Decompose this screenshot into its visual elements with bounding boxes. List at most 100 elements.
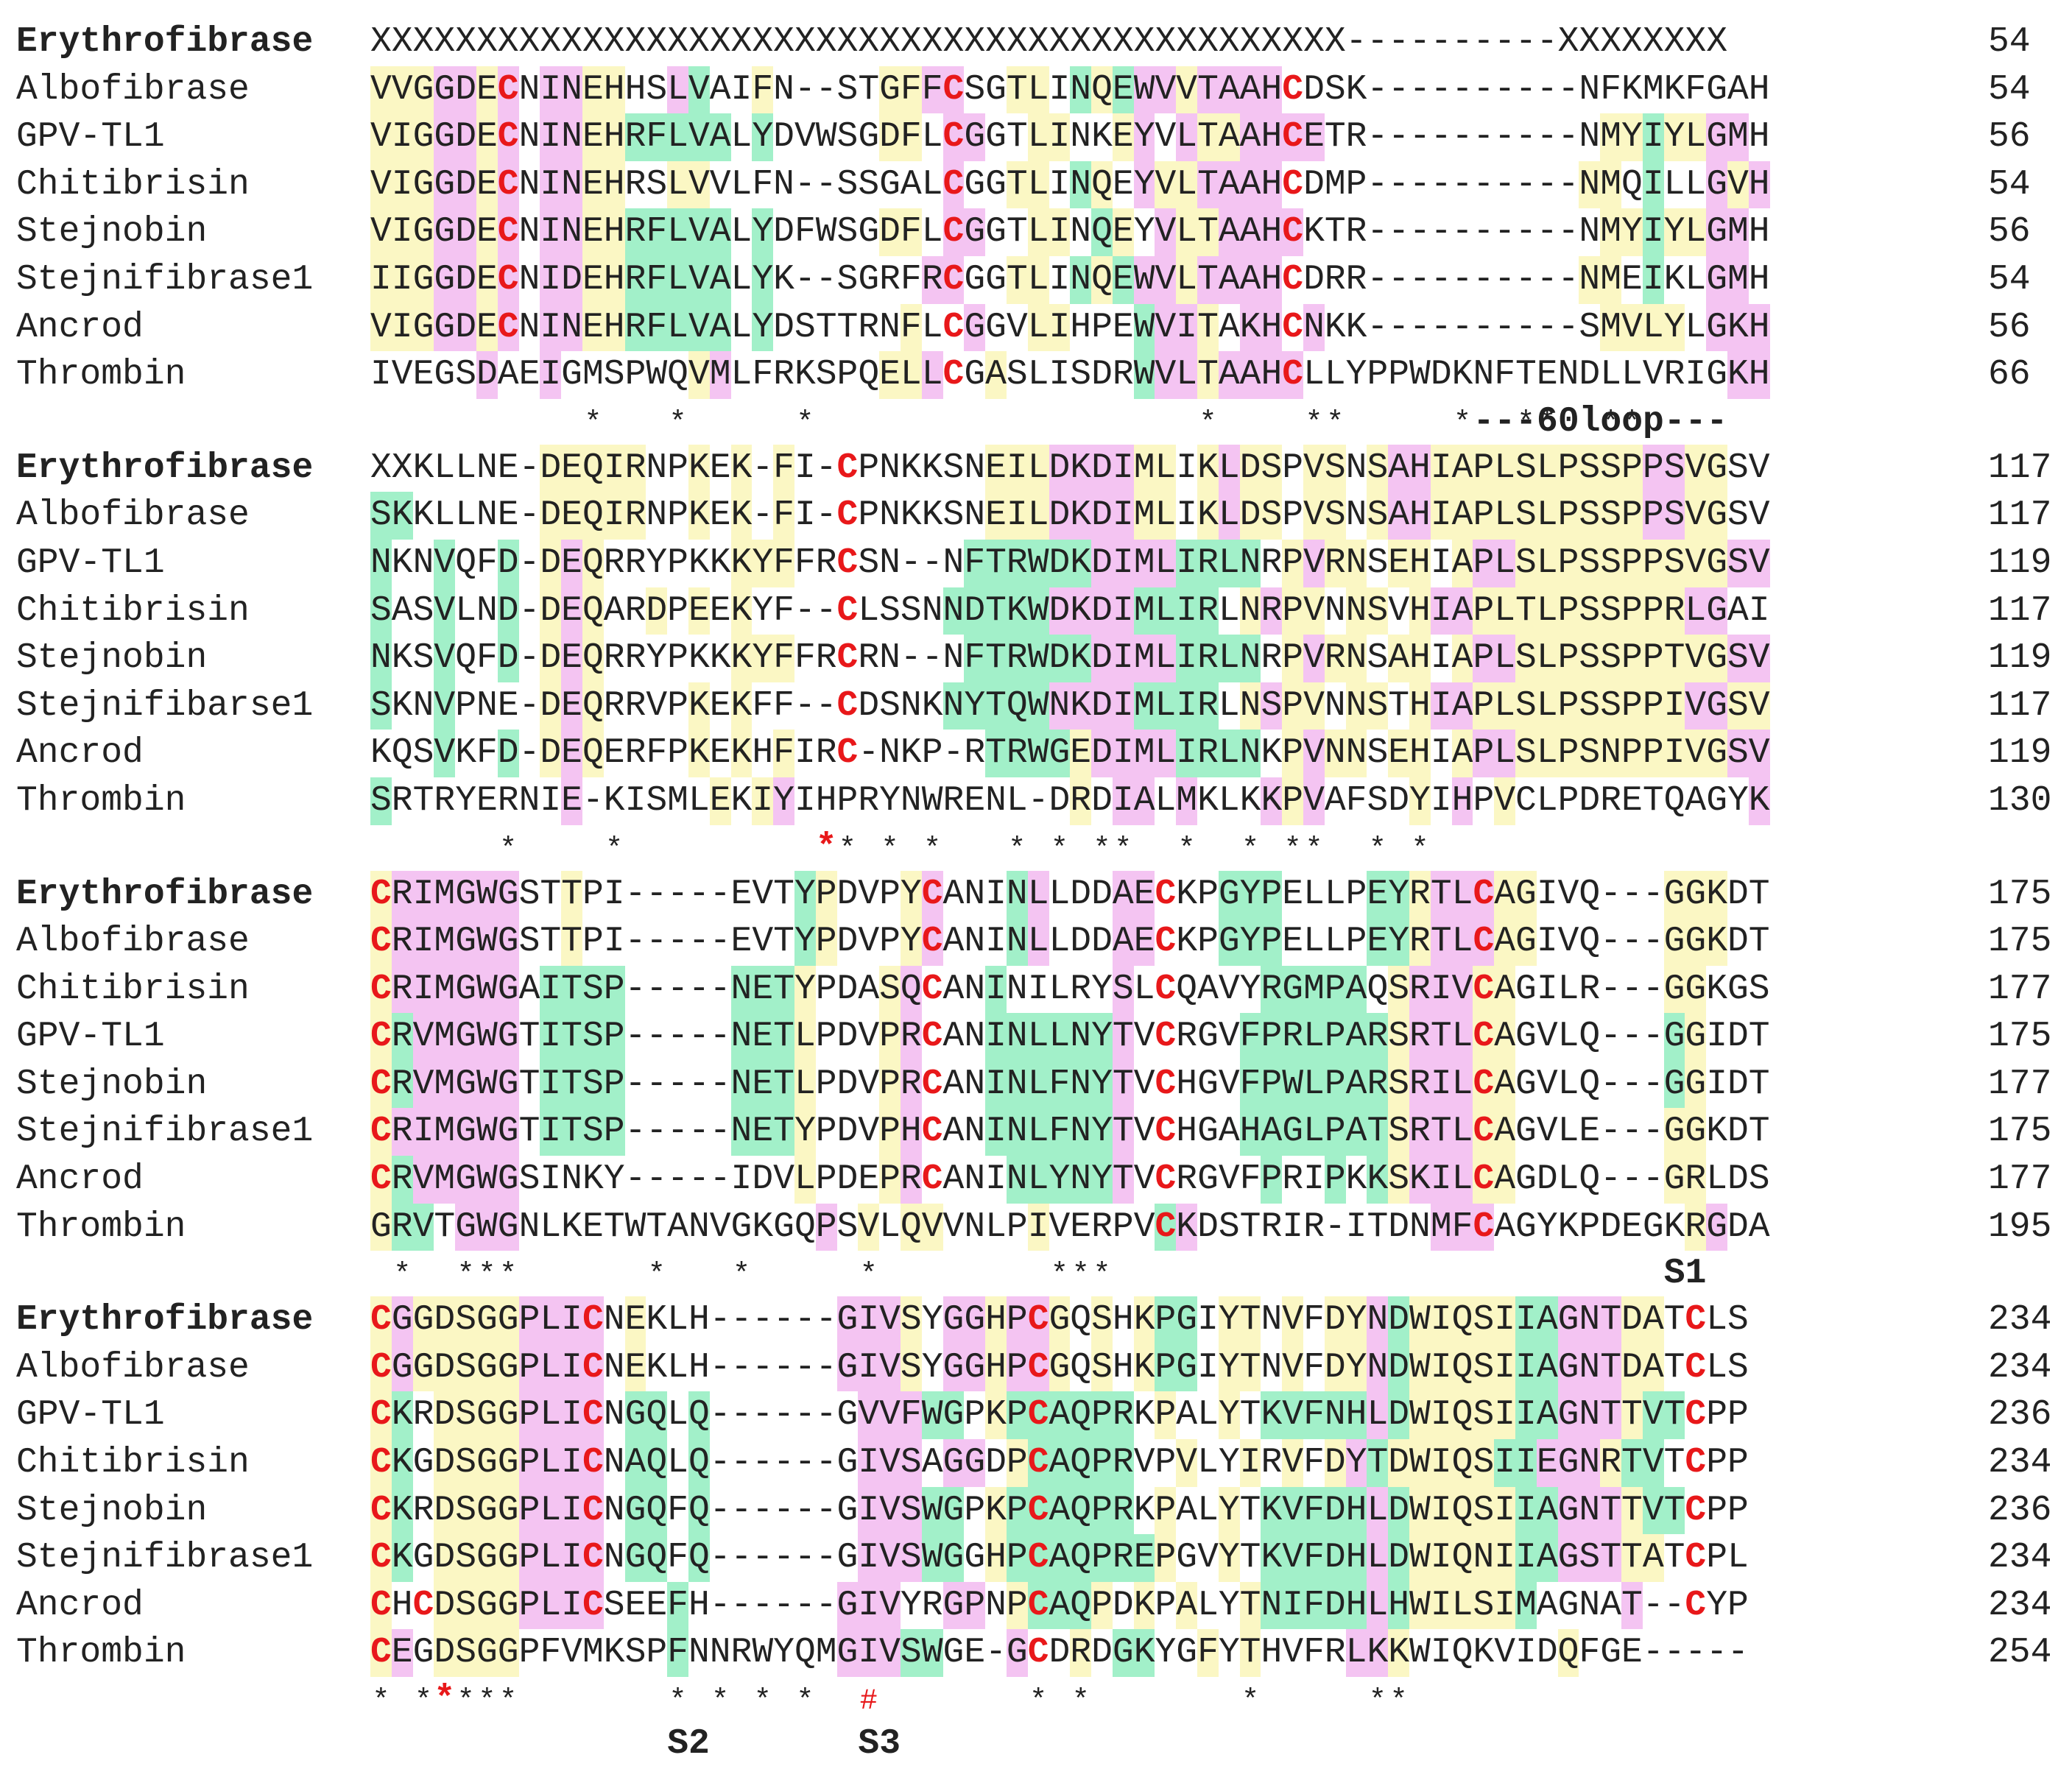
residue-count: 117 bbox=[1988, 685, 2052, 726]
residue: R bbox=[1070, 969, 1092, 1009]
residue: S bbox=[518, 922, 540, 962]
residue: R bbox=[1367, 1013, 1388, 1061]
residue: N bbox=[1557, 355, 1579, 395]
residue: T bbox=[1112, 1060, 1134, 1109]
residue: G bbox=[730, 1207, 753, 1247]
residue: G bbox=[497, 1439, 519, 1487]
residue: R bbox=[1070, 777, 1091, 825]
residue: - bbox=[624, 874, 646, 914]
residue: I bbox=[1430, 587, 1452, 635]
residue: A bbox=[1261, 1108, 1282, 1156]
residue: - bbox=[624, 1064, 646, 1104]
residue: G bbox=[836, 1343, 858, 1392]
residue: - bbox=[709, 1112, 731, 1152]
residue: D bbox=[540, 492, 561, 540]
residue: D bbox=[1239, 492, 1261, 540]
residue: P bbox=[858, 448, 880, 488]
residue: H bbox=[1070, 307, 1092, 347]
residue: N bbox=[1070, 212, 1092, 252]
residue: N bbox=[518, 307, 540, 347]
residue: V bbox=[1642, 1439, 1664, 1487]
residue: D bbox=[646, 587, 667, 635]
residue: - bbox=[1600, 922, 1622, 962]
residue: - bbox=[624, 922, 646, 962]
residue: K bbox=[1451, 355, 1473, 395]
residue: H bbox=[1261, 351, 1282, 399]
residue: I bbox=[1027, 969, 1049, 1009]
residue: C bbox=[497, 66, 519, 114]
residue: A bbox=[1133, 777, 1155, 825]
residue: L bbox=[1494, 444, 1515, 492]
residue: I bbox=[1176, 587, 1197, 635]
residue: N bbox=[964, 1207, 986, 1247]
residue: Y bbox=[1155, 1633, 1177, 1673]
residue-count: 177 bbox=[1988, 969, 2052, 1009]
residue: L bbox=[1494, 492, 1515, 540]
residue: N bbox=[1070, 66, 1091, 114]
residue: S bbox=[942, 448, 965, 488]
residue: - bbox=[1494, 212, 1516, 252]
residue: T bbox=[1430, 918, 1452, 966]
residue: I bbox=[1049, 259, 1071, 300]
residue: G bbox=[1218, 870, 1240, 919]
residue: - bbox=[1388, 259, 1410, 300]
residue: G bbox=[1663, 870, 1685, 919]
residue: N bbox=[561, 66, 582, 114]
residue: W bbox=[1282, 1060, 1303, 1109]
residue: W bbox=[1027, 539, 1049, 587]
residue: G bbox=[1515, 1159, 1537, 1200]
residue: S bbox=[455, 1391, 476, 1440]
residue: G bbox=[1706, 355, 1728, 395]
residue: D bbox=[1091, 492, 1113, 540]
residue: D bbox=[1579, 355, 1601, 395]
residue: G bbox=[497, 1391, 519, 1440]
sequence-residues: VIGGDECNINEHRFLVALYDSTTRNFLCGGVLIHPEWVIT… bbox=[370, 303, 1770, 352]
spacer bbox=[1155, 1253, 1176, 1299]
residue: C bbox=[921, 1017, 943, 1057]
residue: C bbox=[921, 969, 943, 1009]
residue: G bbox=[391, 1343, 413, 1392]
residue: C bbox=[370, 1486, 392, 1535]
residue: R bbox=[603, 543, 625, 583]
residue: - bbox=[1473, 164, 1495, 205]
residue: C bbox=[370, 1013, 392, 1061]
residue: K bbox=[900, 733, 922, 774]
residue: - bbox=[624, 1159, 646, 1200]
residue: S bbox=[1473, 1296, 1494, 1344]
residue: T bbox=[1239, 1343, 1261, 1392]
residue: V bbox=[858, 874, 880, 914]
residue: R bbox=[1176, 1159, 1198, 1200]
residue: D bbox=[1388, 1534, 1409, 1582]
residue: C bbox=[1155, 922, 1177, 962]
residue: R bbox=[1663, 587, 1685, 635]
sequence-residues: CRIMGWGSTTPI-----EVTYPDVPYCANINLLDDAECKP… bbox=[370, 918, 1770, 966]
residue: T bbox=[1663, 1391, 1685, 1440]
residue: X bbox=[900, 22, 922, 62]
residue: K bbox=[1261, 1391, 1282, 1440]
residue: F bbox=[964, 539, 985, 587]
residue: C bbox=[582, 1581, 604, 1630]
residue: - bbox=[1367, 212, 1389, 252]
conserved-marker: * bbox=[859, 1259, 878, 1293]
residue: C bbox=[921, 1112, 943, 1152]
residue: P bbox=[1557, 492, 1579, 540]
residue: L bbox=[730, 212, 753, 252]
residue: Y bbox=[752, 635, 773, 682]
residue: V bbox=[1155, 208, 1176, 256]
spacer bbox=[1007, 401, 1028, 447]
residue: V bbox=[412, 1060, 434, 1109]
residue: L bbox=[1367, 1391, 1388, 1440]
residue: R bbox=[1345, 117, 1367, 158]
residue: N bbox=[561, 113, 582, 161]
residue: V bbox=[858, 1017, 880, 1057]
conserved-marker: * bbox=[923, 833, 942, 866]
residue: N bbox=[1324, 730, 1346, 777]
residue: Y bbox=[1218, 1534, 1240, 1582]
spacer bbox=[1388, 827, 1409, 873]
residue: I bbox=[1663, 730, 1685, 777]
residue: V bbox=[1685, 682, 1706, 730]
residue: G bbox=[455, 965, 476, 1014]
spacer bbox=[752, 401, 773, 447]
residue: P bbox=[879, 874, 901, 914]
residue: I bbox=[1430, 1060, 1452, 1109]
